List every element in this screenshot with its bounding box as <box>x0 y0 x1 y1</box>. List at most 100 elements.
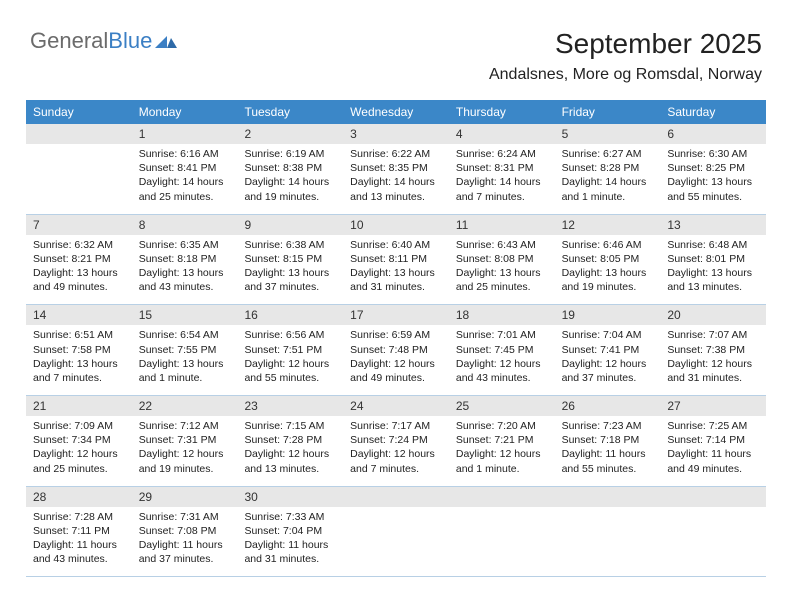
week-body-row: Sunrise: 7:28 AMSunset: 7:11 PMDaylight:… <box>26 507 766 577</box>
daylight-text: Daylight: 11 hours and 49 minutes. <box>667 447 759 475</box>
day-cell: Sunrise: 6:46 AMSunset: 8:05 PMDaylight:… <box>555 235 661 305</box>
daylight-text: Daylight: 12 hours and 37 minutes. <box>562 357 654 385</box>
day-cell: Sunrise: 6:48 AMSunset: 8:01 PMDaylight:… <box>660 235 766 305</box>
daylight-text: Daylight: 12 hours and 1 minute. <box>456 447 548 475</box>
day-cell <box>555 507 661 577</box>
day-cell: Sunrise: 7:25 AMSunset: 7:14 PMDaylight:… <box>660 416 766 486</box>
day-cell: Sunrise: 6:35 AMSunset: 8:18 PMDaylight:… <box>132 235 238 305</box>
day-number: 8 <box>132 215 238 235</box>
daynum-row: 78910111213 <box>26 215 766 235</box>
daylight-text: Daylight: 13 hours and 19 minutes. <box>562 266 654 294</box>
sunrise-text: Sunrise: 7:12 AM <box>139 419 231 433</box>
day-header-wed: Wednesday <box>343 100 449 124</box>
daylight-text: Daylight: 14 hours and 7 minutes. <box>456 175 548 203</box>
day-number: 1 <box>132 124 238 144</box>
daynum-row: 14151617181920 <box>26 305 766 325</box>
weeks-container: 123456Sunrise: 6:16 AMSunset: 8:41 PMDay… <box>26 124 766 577</box>
day-number: 26 <box>555 396 661 416</box>
sunset-text: Sunset: 8:15 PM <box>244 252 336 266</box>
day-number: 29 <box>132 487 238 507</box>
daylight-text: Daylight: 13 hours and 55 minutes. <box>667 175 759 203</box>
daylight-text: Daylight: 12 hours and 19 minutes. <box>139 447 231 475</box>
daylight-text: Daylight: 11 hours and 37 minutes. <box>139 538 231 566</box>
day-header-sat: Saturday <box>660 100 766 124</box>
sunset-text: Sunset: 7:58 PM <box>33 343 125 357</box>
day-number: 5 <box>555 124 661 144</box>
daylight-text: Daylight: 12 hours and 31 minutes. <box>667 357 759 385</box>
sunrise-text: Sunrise: 6:19 AM <box>244 147 336 161</box>
daylight-text: Daylight: 12 hours and 7 minutes. <box>350 447 442 475</box>
sunrise-text: Sunrise: 7:23 AM <box>562 419 654 433</box>
daylight-text: Daylight: 12 hours and 13 minutes. <box>244 447 336 475</box>
sunset-text: Sunset: 7:04 PM <box>244 524 336 538</box>
day-number: 16 <box>237 305 343 325</box>
day-number: 3 <box>343 124 449 144</box>
daylight-text: Daylight: 11 hours and 43 minutes. <box>33 538 125 566</box>
week-divider <box>26 576 766 577</box>
sunrise-text: Sunrise: 6:32 AM <box>33 238 125 252</box>
sunrise-text: Sunrise: 6:27 AM <box>562 147 654 161</box>
day-cell: Sunrise: 6:51 AMSunset: 7:58 PMDaylight:… <box>26 325 132 395</box>
sunrise-text: Sunrise: 7:15 AM <box>244 419 336 433</box>
sunrise-text: Sunrise: 6:54 AM <box>139 328 231 342</box>
day-cell: Sunrise: 6:27 AMSunset: 8:28 PMDaylight:… <box>555 144 661 214</box>
sunrise-text: Sunrise: 7:01 AM <box>456 328 548 342</box>
day-number <box>555 487 661 507</box>
day-number: 9 <box>237 215 343 235</box>
day-cell: Sunrise: 6:24 AMSunset: 8:31 PMDaylight:… <box>449 144 555 214</box>
day-number <box>449 487 555 507</box>
sunset-text: Sunset: 7:41 PM <box>562 343 654 357</box>
day-number: 11 <box>449 215 555 235</box>
week-body-row: Sunrise: 7:09 AMSunset: 7:34 PMDaylight:… <box>26 416 766 486</box>
daylight-text: Daylight: 13 hours and 25 minutes. <box>456 266 548 294</box>
day-number: 23 <box>237 396 343 416</box>
daylight-text: Daylight: 14 hours and 25 minutes. <box>139 175 231 203</box>
day-cell: Sunrise: 6:59 AMSunset: 7:48 PMDaylight:… <box>343 325 449 395</box>
daylight-text: Daylight: 11 hours and 55 minutes. <box>562 447 654 475</box>
sunrise-text: Sunrise: 7:09 AM <box>33 419 125 433</box>
day-header-tue: Tuesday <box>237 100 343 124</box>
week-body-row: Sunrise: 6:32 AMSunset: 8:21 PM Daylight:… <box>26 235 766 305</box>
sunset-text: Sunset: 7:18 PM <box>562 433 654 447</box>
day-number <box>660 487 766 507</box>
daylight-text: Daylight: 12 hours and 25 minutes. <box>33 447 125 475</box>
sunset-text: Sunset: 7:14 PM <box>667 433 759 447</box>
location-text: Andalsnes, More og Romsdal, Norway <box>489 66 762 84</box>
day-number <box>26 124 132 144</box>
day-number: 2 <box>237 124 343 144</box>
day-cell: Sunrise: 6:16 AMSunset: 8:41 PMDaylight:… <box>132 144 238 214</box>
calendar: Sunday Monday Tuesday Wednesday Thursday… <box>26 100 766 577</box>
sunset-text: Sunset: 8:21 PM <box>33 252 125 266</box>
daylight-text: Daylight: 13 hours and 37 minutes. <box>244 266 336 294</box>
sunrise-text: Sunrise: 6:51 AM <box>33 328 125 342</box>
day-number: 25 <box>449 396 555 416</box>
sunset-text: Sunset: 7:11 PM <box>33 524 125 538</box>
day-cell: Sunrise: 7:20 AMSunset: 7:21 PMDaylight:… <box>449 416 555 486</box>
day-cell: Sunrise: 6:30 AMSunset: 8:25 PMDaylight:… <box>660 144 766 214</box>
day-cell: Sunrise: 6:54 AMSunset: 7:55 PMDaylight:… <box>132 325 238 395</box>
day-cell: Sunrise: 7:23 AMSunset: 7:18 PMDaylight:… <box>555 416 661 486</box>
daynum-row: 21222324252627 <box>26 396 766 416</box>
sunrise-text: Sunrise: 7:07 AM <box>667 328 759 342</box>
day-number: 6 <box>660 124 766 144</box>
daylight-text: Daylight: 13 hours and 7 minutes. <box>33 357 125 385</box>
sunset-text: Sunset: 7:45 PM <box>456 343 548 357</box>
day-number: 17 <box>343 305 449 325</box>
day-cell: Sunrise: 7:28 AMSunset: 7:11 PMDaylight:… <box>26 507 132 577</box>
logo-text-general: General <box>30 28 108 54</box>
day-header-mon: Monday <box>132 100 238 124</box>
day-cell: Sunrise: 7:04 AMSunset: 7:41 PMDaylight:… <box>555 325 661 395</box>
daylight-text: Daylight: 12 hours and 55 minutes. <box>244 357 336 385</box>
day-number: 27 <box>660 396 766 416</box>
daynum-row: 282930 <box>26 487 766 507</box>
sunrise-text: Sunrise: 7:17 AM <box>350 419 442 433</box>
day-cell: Sunrise: 6:32 AMSunset: 8:21 PMDaylight:… <box>26 235 132 305</box>
sunset-text: Sunset: 8:31 PM <box>456 161 548 175</box>
sunset-text: Sunset: 7:48 PM <box>350 343 442 357</box>
sunrise-text: Sunrise: 6:30 AM <box>667 147 759 161</box>
sunrise-text: Sunrise: 6:38 AM <box>244 238 336 252</box>
day-cell: Sunrise: 6:56 AMSunset: 7:51 PMDaylight:… <box>237 325 343 395</box>
sunrise-text: Sunrise: 7:28 AM <box>33 510 125 524</box>
day-cell: Sunrise: 7:17 AMSunset: 7:24 PMDaylight:… <box>343 416 449 486</box>
daylight-text: Daylight: 14 hours and 1 minute. <box>562 175 654 203</box>
